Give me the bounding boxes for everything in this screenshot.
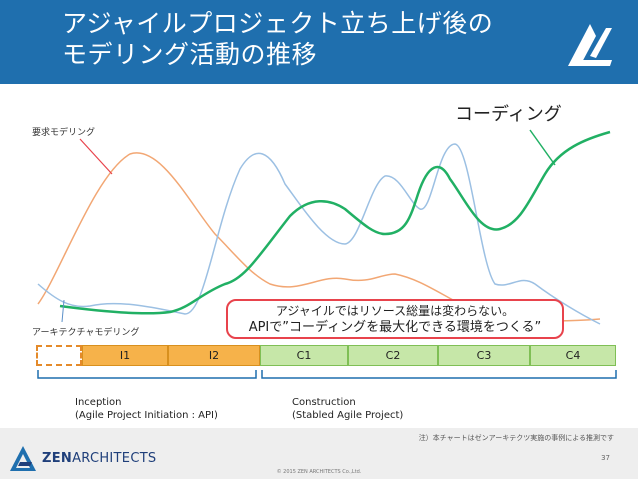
header-bar: アジャイルプロジェクト立ち上げ後の モデリング活動の推移 (0, 0, 638, 84)
footnote: 注）本チャートはゼンアーキテクツ実施の事例による推測です (418, 434, 614, 442)
title-line-2: モデリング活動の推移 (62, 40, 318, 69)
phase-i2: I2 (168, 345, 260, 366)
construction-description: Construction (Stabled Agile Project) (292, 396, 403, 422)
phase-brackets (37, 370, 617, 379)
construction-bracket (261, 370, 617, 379)
footer-bar (0, 428, 638, 479)
inception-description: Inception (Agile Project Initiation : AP… (75, 396, 218, 422)
phase-c1: C1 (260, 345, 348, 366)
architecture-modeling-curve (37, 143, 601, 325)
phase-c3: C3 (438, 345, 530, 366)
architecture-modeling-label: アーキテクチャモデリング (32, 328, 140, 338)
architecture-pointer-line (61, 299, 65, 323)
callout-line-2: APIで”コーディングを最大化できる環境をつくる” (248, 320, 542, 335)
inception-bracket (37, 370, 257, 379)
coding-pointer-line (529, 129, 556, 166)
brand-rest: ARCHITECTS (72, 451, 157, 466)
slide-title: アジャイルプロジェクト立ち上げ後の モデリング活動の推移 (62, 8, 493, 70)
resource-callout: アジャイルではリソース総量は変わらない。 APIで”コーディングを最大化できる環… (226, 299, 564, 339)
phase-c4: C4 (530, 345, 616, 366)
copyright: © 2015 ZEN ARCHITECTS Co.,Ltd. (276, 469, 362, 475)
phase-c2: C2 (348, 345, 438, 366)
requirements-modeling-curve (37, 152, 601, 322)
page-number: 37 (601, 454, 610, 462)
title-line-1: アジャイルプロジェクト立ち上げ後の (62, 9, 494, 38)
phase-i1: I1 (82, 345, 168, 366)
requirements-modeling-label: 要求モデリング (32, 128, 96, 138)
construction-subtitle: (Stabled Agile Project) (292, 410, 404, 421)
brand-name: ZENARCHITECTS (42, 451, 156, 466)
brand-bold: ZEN (42, 451, 73, 466)
coding-label: コーディング (455, 104, 562, 125)
coding-curve (59, 130, 611, 315)
callout-line-1: アジャイルではリソース総量は変わらない。 (275, 304, 515, 318)
inception-subtitle: (Agile Project Initiation : API) (75, 410, 218, 421)
zen-footer-logo-icon (10, 446, 36, 471)
requirements-pointer-line (79, 138, 113, 175)
construction-title: Construction (292, 397, 356, 408)
zen-logo-icon (568, 24, 612, 66)
inception-title: Inception (75, 397, 122, 408)
phase-timeline: I1 I2 C1 C2 C3 C4 (36, 345, 616, 366)
phase-pre-inception (36, 345, 82, 366)
